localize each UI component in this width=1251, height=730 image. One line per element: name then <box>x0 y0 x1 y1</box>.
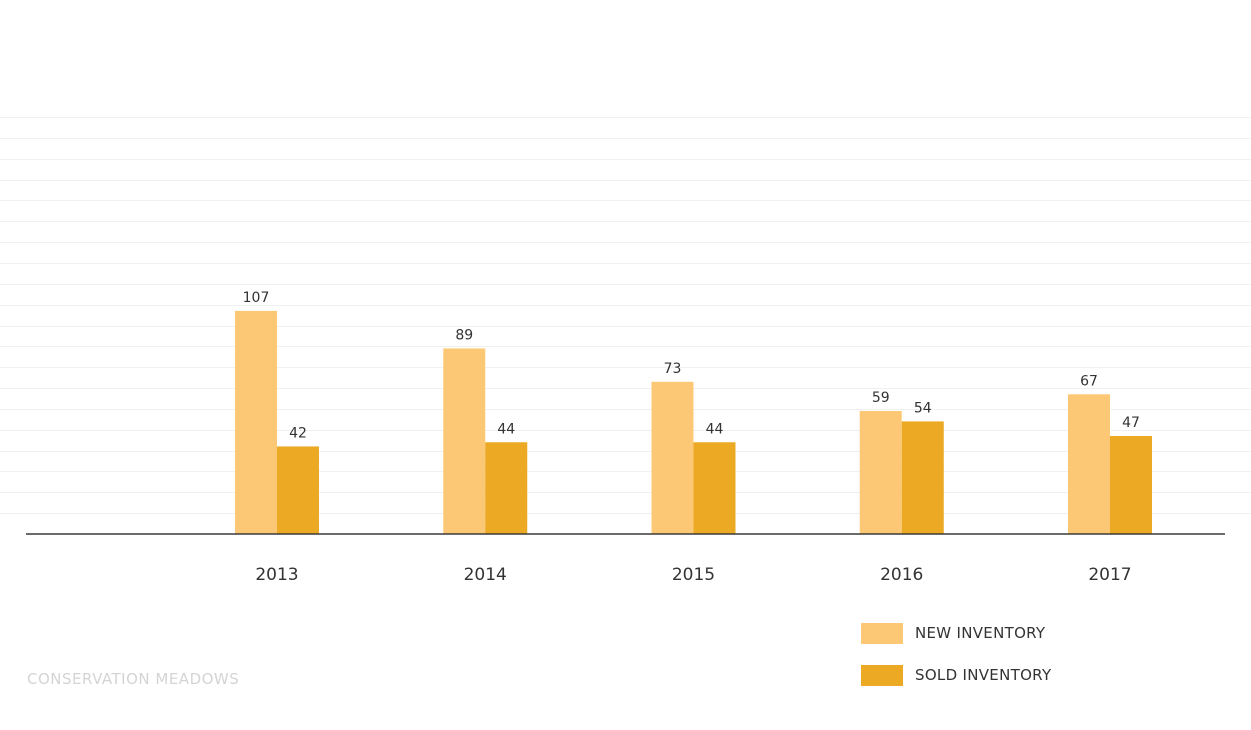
x-tick-label-2017: 2017 <box>1088 565 1131 585</box>
gridlines <box>0 117 1251 514</box>
data-label-sold-inventory-2013: 42 <box>289 425 307 441</box>
x-tick-label-2013: 2013 <box>255 565 298 585</box>
bar-sold-inventory-2015 <box>693 442 736 534</box>
bar-sold-inventory-2017 <box>1110 436 1152 534</box>
data-label-sold-inventory-2017: 47 <box>1122 415 1140 431</box>
x-tick-label-2016: 2016 <box>880 565 923 585</box>
bar-new-inventory-2013 <box>235 310 277 534</box>
data-label-new-inventory-2016: 59 <box>872 390 890 406</box>
bar-new-inventory-2017 <box>1068 394 1110 534</box>
data-label-sold-inventory-2016: 54 <box>914 400 932 416</box>
data-label-new-inventory-2015: 73 <box>664 361 682 377</box>
data-labels: 107 42 89 44 73 44 59 54 67 47 <box>243 290 1140 442</box>
bar-sold-inventory-2014 <box>485 442 528 534</box>
footer-label: CONSERVATION MEADOWS <box>27 670 240 688</box>
bar-new-inventory-2014 <box>443 348 486 534</box>
data-label-new-inventory-2013: 107 <box>243 290 270 306</box>
data-label-sold-inventory-2015: 44 <box>706 421 724 437</box>
legend: NEW INVENTORY SOLD INVENTORY <box>861 622 1051 706</box>
data-label-sold-inventory-2014: 44 <box>497 421 515 437</box>
data-label-new-inventory-2017: 67 <box>1080 373 1098 389</box>
legend-item-new-inventory: NEW INVENTORY <box>861 622 1051 644</box>
bar-new-inventory-2015 <box>651 381 694 534</box>
x-tick-label-2015: 2015 <box>672 565 715 585</box>
legend-item-sold-inventory: SOLD INVENTORY <box>861 664 1051 686</box>
bar-sold-inventory-2013 <box>277 446 319 534</box>
bar-sold-inventory-2016 <box>901 421 944 534</box>
x-tick-label-2014: 2014 <box>464 565 507 585</box>
legend-label-new-inventory: NEW INVENTORY <box>915 624 1046 642</box>
bar-new-inventory-2016 <box>859 410 902 534</box>
legend-swatch-sold-inventory <box>861 664 903 686</box>
bars <box>235 310 1152 534</box>
data-label-new-inventory-2014: 89 <box>455 327 473 343</box>
legend-swatch-new-inventory <box>861 622 903 644</box>
x-axis-ticks: 2013 2014 2015 2016 2017 <box>255 565 1131 585</box>
legend-label-sold-inventory: SOLD INVENTORY <box>915 666 1052 684</box>
